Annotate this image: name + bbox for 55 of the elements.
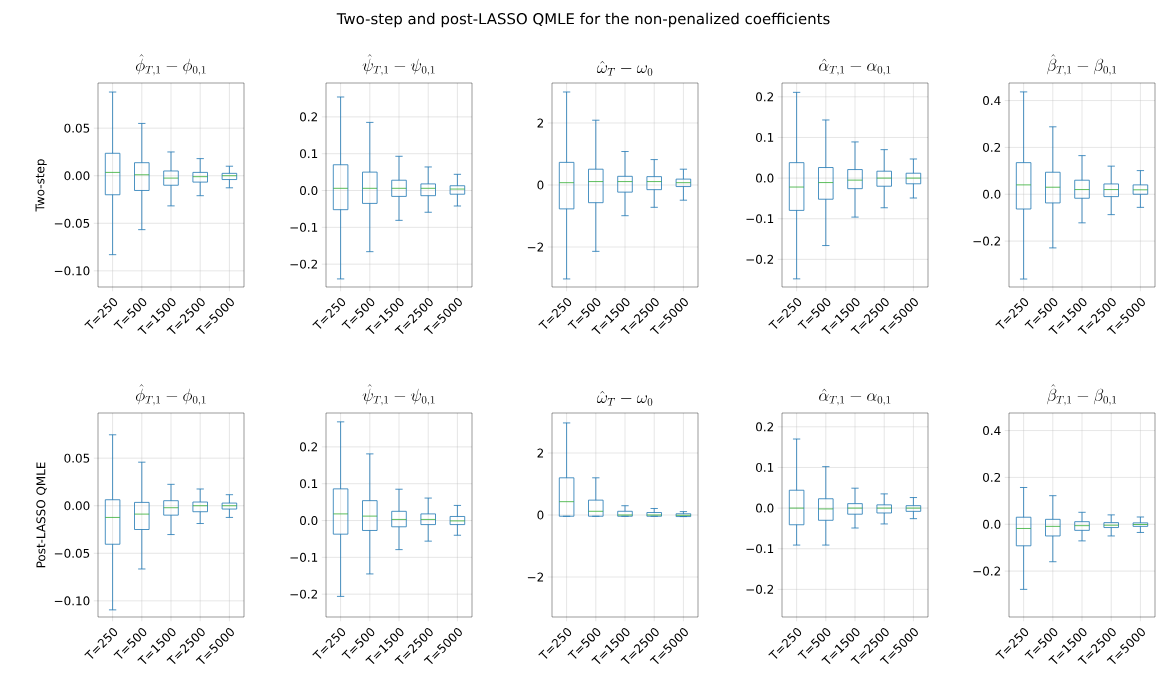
y-tick-label: 0.0 bbox=[756, 503, 774, 513]
y-tick-label: 0.1 bbox=[300, 149, 318, 159]
y-tick-label: 0.1 bbox=[756, 132, 774, 142]
chart-title: $\hat{\omega}_{T} - \omega_{0}$ bbox=[597, 60, 653, 76]
y-tick-label: 2 bbox=[537, 448, 544, 458]
y-tick-label: 0.00 bbox=[64, 171, 90, 181]
chart-title: $\hat{\beta}_{T,1} - \beta_{0,1}$ bbox=[1047, 54, 1117, 76]
y-tick-label: −0.2 bbox=[973, 566, 1001, 576]
y-tick-label: 0.2 bbox=[300, 442, 318, 452]
y-tick-label: −0.10 bbox=[54, 266, 90, 276]
y-tick-label: −0.2 bbox=[290, 259, 318, 269]
y-axis-title: Post-LASSO QMLE bbox=[36, 462, 47, 568]
y-tick-label: 0.2 bbox=[983, 472, 1001, 482]
y-tick-label: −0.1 bbox=[746, 214, 774, 224]
y-tick-label: −2 bbox=[527, 572, 544, 582]
y-tick-label: 0 bbox=[537, 180, 544, 190]
y-tick-label: 0.1 bbox=[300, 479, 318, 489]
chart-title: $\hat{\alpha}_{T,1} - \alpha_{0,1}$ bbox=[819, 58, 891, 76]
y-tick-label: 0.2 bbox=[756, 422, 774, 432]
y-tick-label: 0.05 bbox=[64, 123, 90, 133]
y-tick-label: −0.10 bbox=[54, 596, 90, 606]
chart-title: $\hat{\psi}_{T,1} - \psi_{0,1}$ bbox=[362, 384, 435, 406]
y-tick-label: −0.2 bbox=[746, 254, 774, 264]
chart-title: $\hat{\phi}_{T,1} - \phi_{0,1}$ bbox=[135, 54, 206, 76]
y-tick-label: 0.4 bbox=[983, 96, 1001, 106]
y-tick-label: −0.1 bbox=[290, 552, 318, 562]
y-tick-label: −2 bbox=[527, 242, 544, 252]
y-tick-label: 0.00 bbox=[64, 501, 90, 511]
y-tick-label: −0.05 bbox=[54, 548, 90, 558]
y-tick-label: 0.0 bbox=[300, 516, 318, 526]
y-tick-label: −0.05 bbox=[54, 218, 90, 228]
y-tick-label: −0.2 bbox=[290, 589, 318, 599]
y-tick-label: −0.2 bbox=[973, 236, 1001, 246]
chart-title: $\hat{\alpha}_{T,1} - \alpha_{0,1}$ bbox=[819, 388, 891, 406]
y-tick-label: 0.2 bbox=[756, 92, 774, 102]
y-tick-label: 0.2 bbox=[300, 112, 318, 122]
text: Two-step and post-LASSO QMLE for the non-penalized coefficients bbox=[336, 12, 830, 28]
y-tick-label: 0.4 bbox=[983, 426, 1001, 436]
y-tick-label: 2 bbox=[537, 118, 544, 128]
chart-title: $\hat{\omega}_{T} - \omega_{0}$ bbox=[597, 390, 653, 406]
y-tick-label: −0.1 bbox=[746, 544, 774, 554]
y-tick-label: 0.0 bbox=[983, 519, 1001, 529]
chart-title: $\hat{\phi}_{T,1} - \phi_{0,1}$ bbox=[135, 384, 206, 406]
y-tick-label: −0.1 bbox=[290, 222, 318, 232]
y-tick-label: 0.0 bbox=[983, 189, 1001, 199]
y-tick-label: 0.0 bbox=[756, 173, 774, 183]
y-axis-title: Two-step bbox=[35, 159, 47, 212]
y-tick-label: 0.2 bbox=[983, 142, 1001, 152]
y-tick-label: 0.0 bbox=[300, 186, 318, 196]
chart-title: $\hat{\psi}_{T,1} - \psi_{0,1}$ bbox=[362, 54, 435, 76]
y-tick-label: 0 bbox=[537, 510, 544, 520]
y-tick-label: −0.2 bbox=[746, 584, 774, 594]
y-tick-label: 0.1 bbox=[756, 462, 774, 472]
chart-title: $\hat{\beta}_{T,1} - \beta_{0,1}$ bbox=[1047, 384, 1117, 406]
y-tick-label: 0.05 bbox=[64, 453, 90, 463]
